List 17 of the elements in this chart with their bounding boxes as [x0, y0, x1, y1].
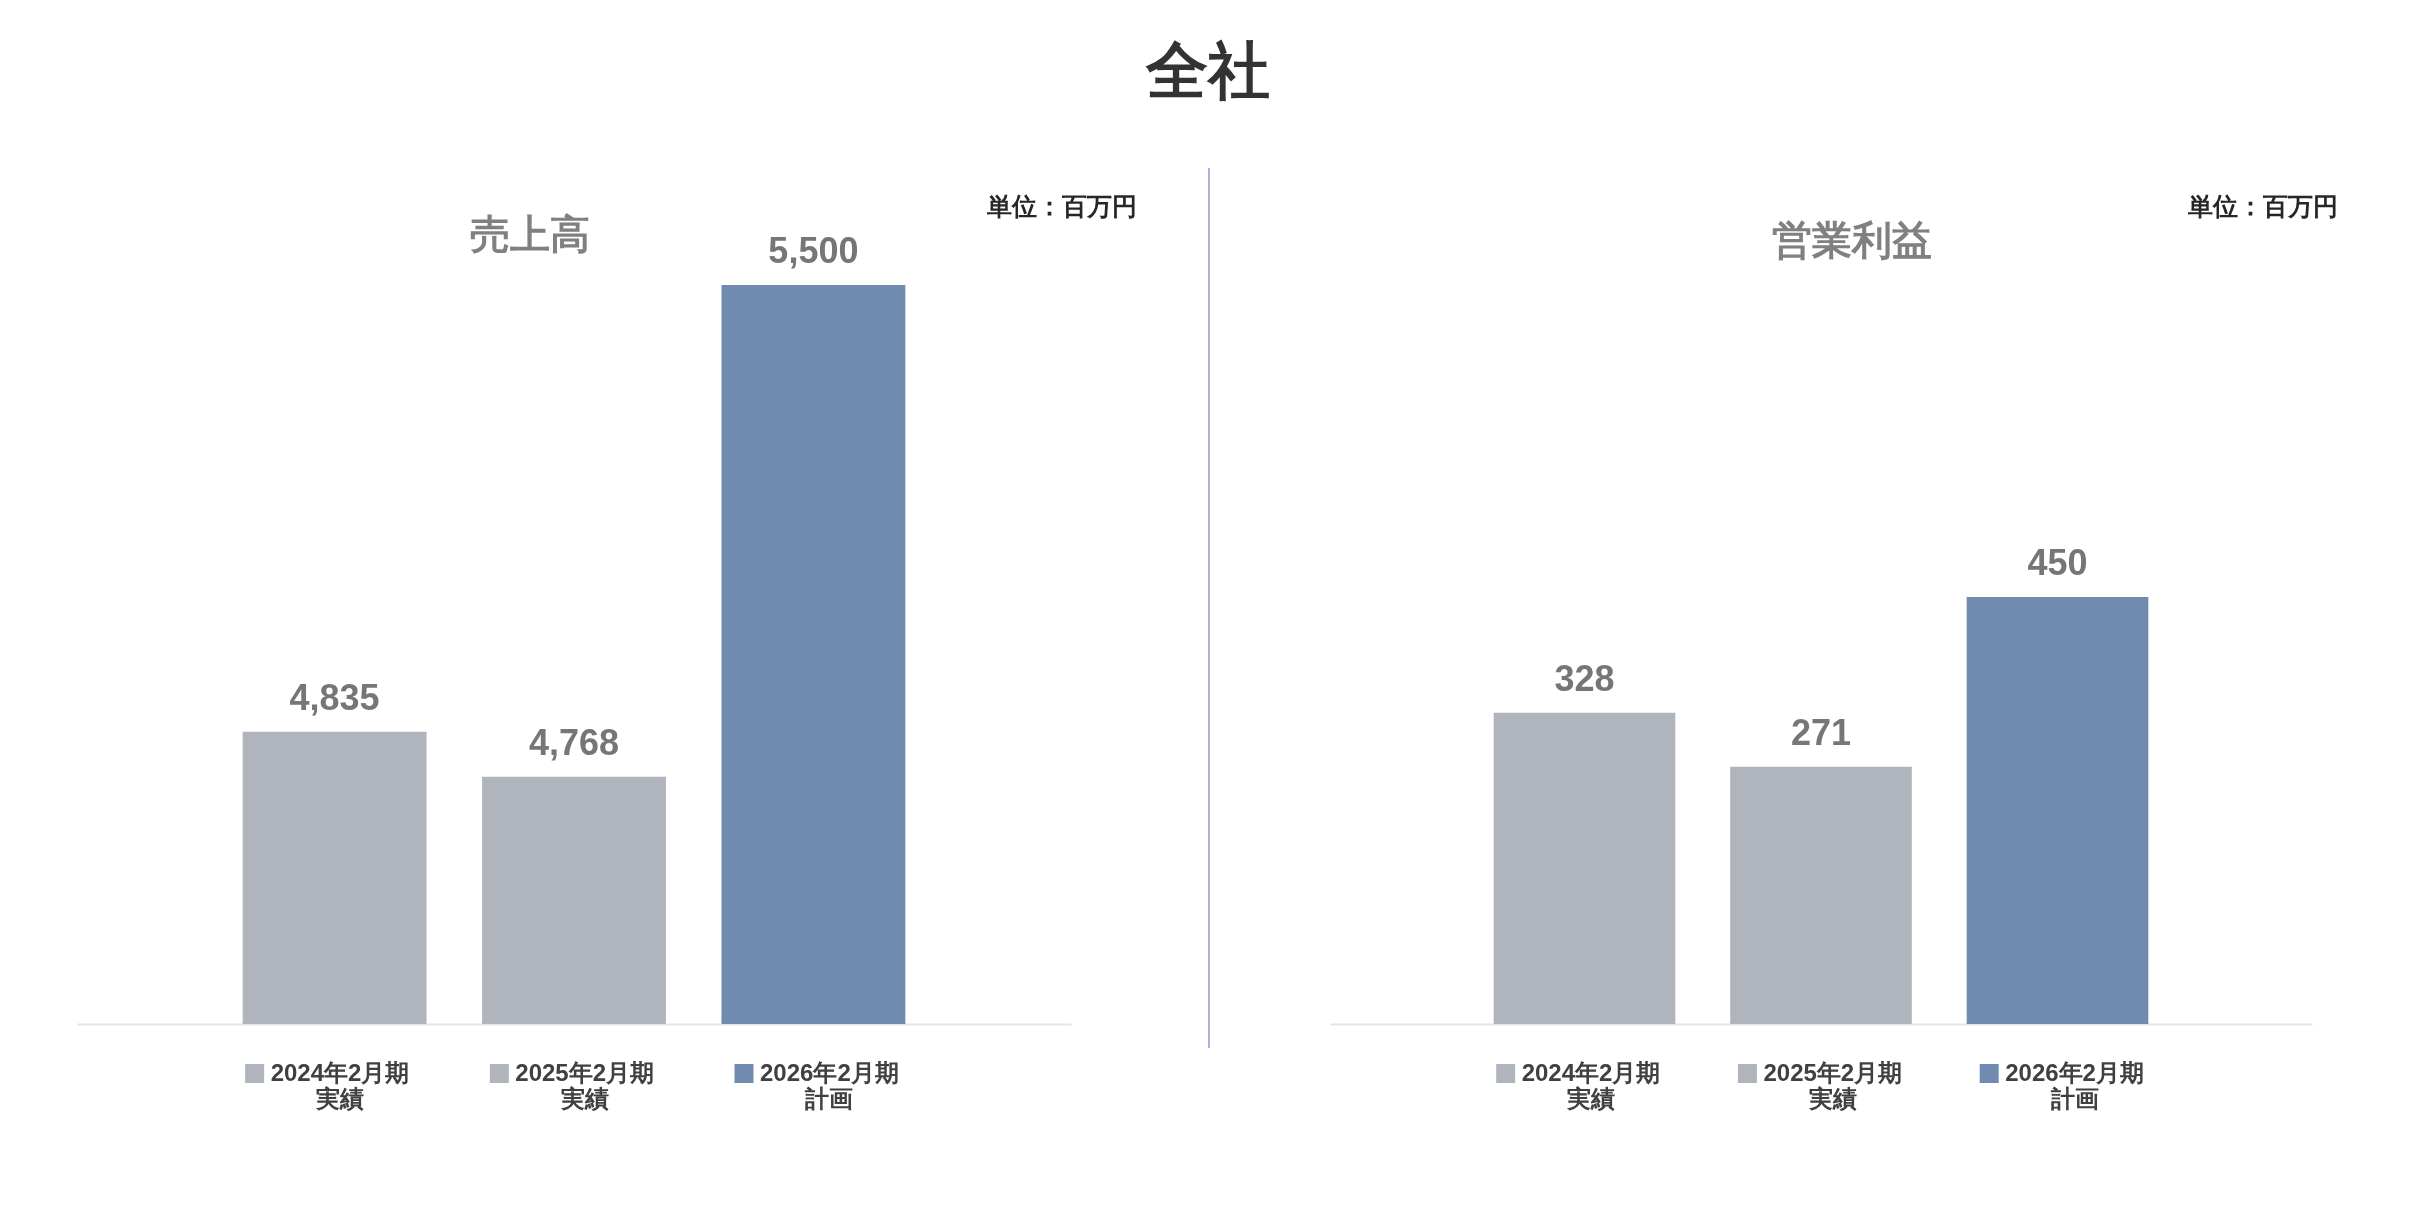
legend-label: 2025年2月期実績	[1763, 1058, 1903, 1112]
data-label: 328	[1554, 657, 1615, 699]
data-label: 450	[2027, 542, 2088, 583]
text: 単位：百万円	[2187, 192, 2338, 220]
data-label: 4,835	[289, 676, 380, 718]
data-label: 4,768	[528, 721, 620, 763]
data-label: 5,500	[768, 230, 859, 271]
legend-label: 2025年2月期実績	[515, 1058, 655, 1112]
chart-title: 売上高	[470, 212, 590, 256]
text: 全社	[1144, 36, 1270, 105]
data-label: 271	[1790, 711, 1852, 753]
legend-label: 2024年2月期実績	[270, 1058, 410, 1112]
legend-label: 2026年2月期計画	[2005, 1058, 2144, 1112]
legend-label: 2026年2月期計画	[759, 1058, 899, 1112]
legend-label: 2024年2月期実績	[1521, 1058, 1661, 1112]
chart-title: 営業利益	[1772, 218, 1932, 262]
text: 単位：百万円	[986, 192, 1137, 220]
